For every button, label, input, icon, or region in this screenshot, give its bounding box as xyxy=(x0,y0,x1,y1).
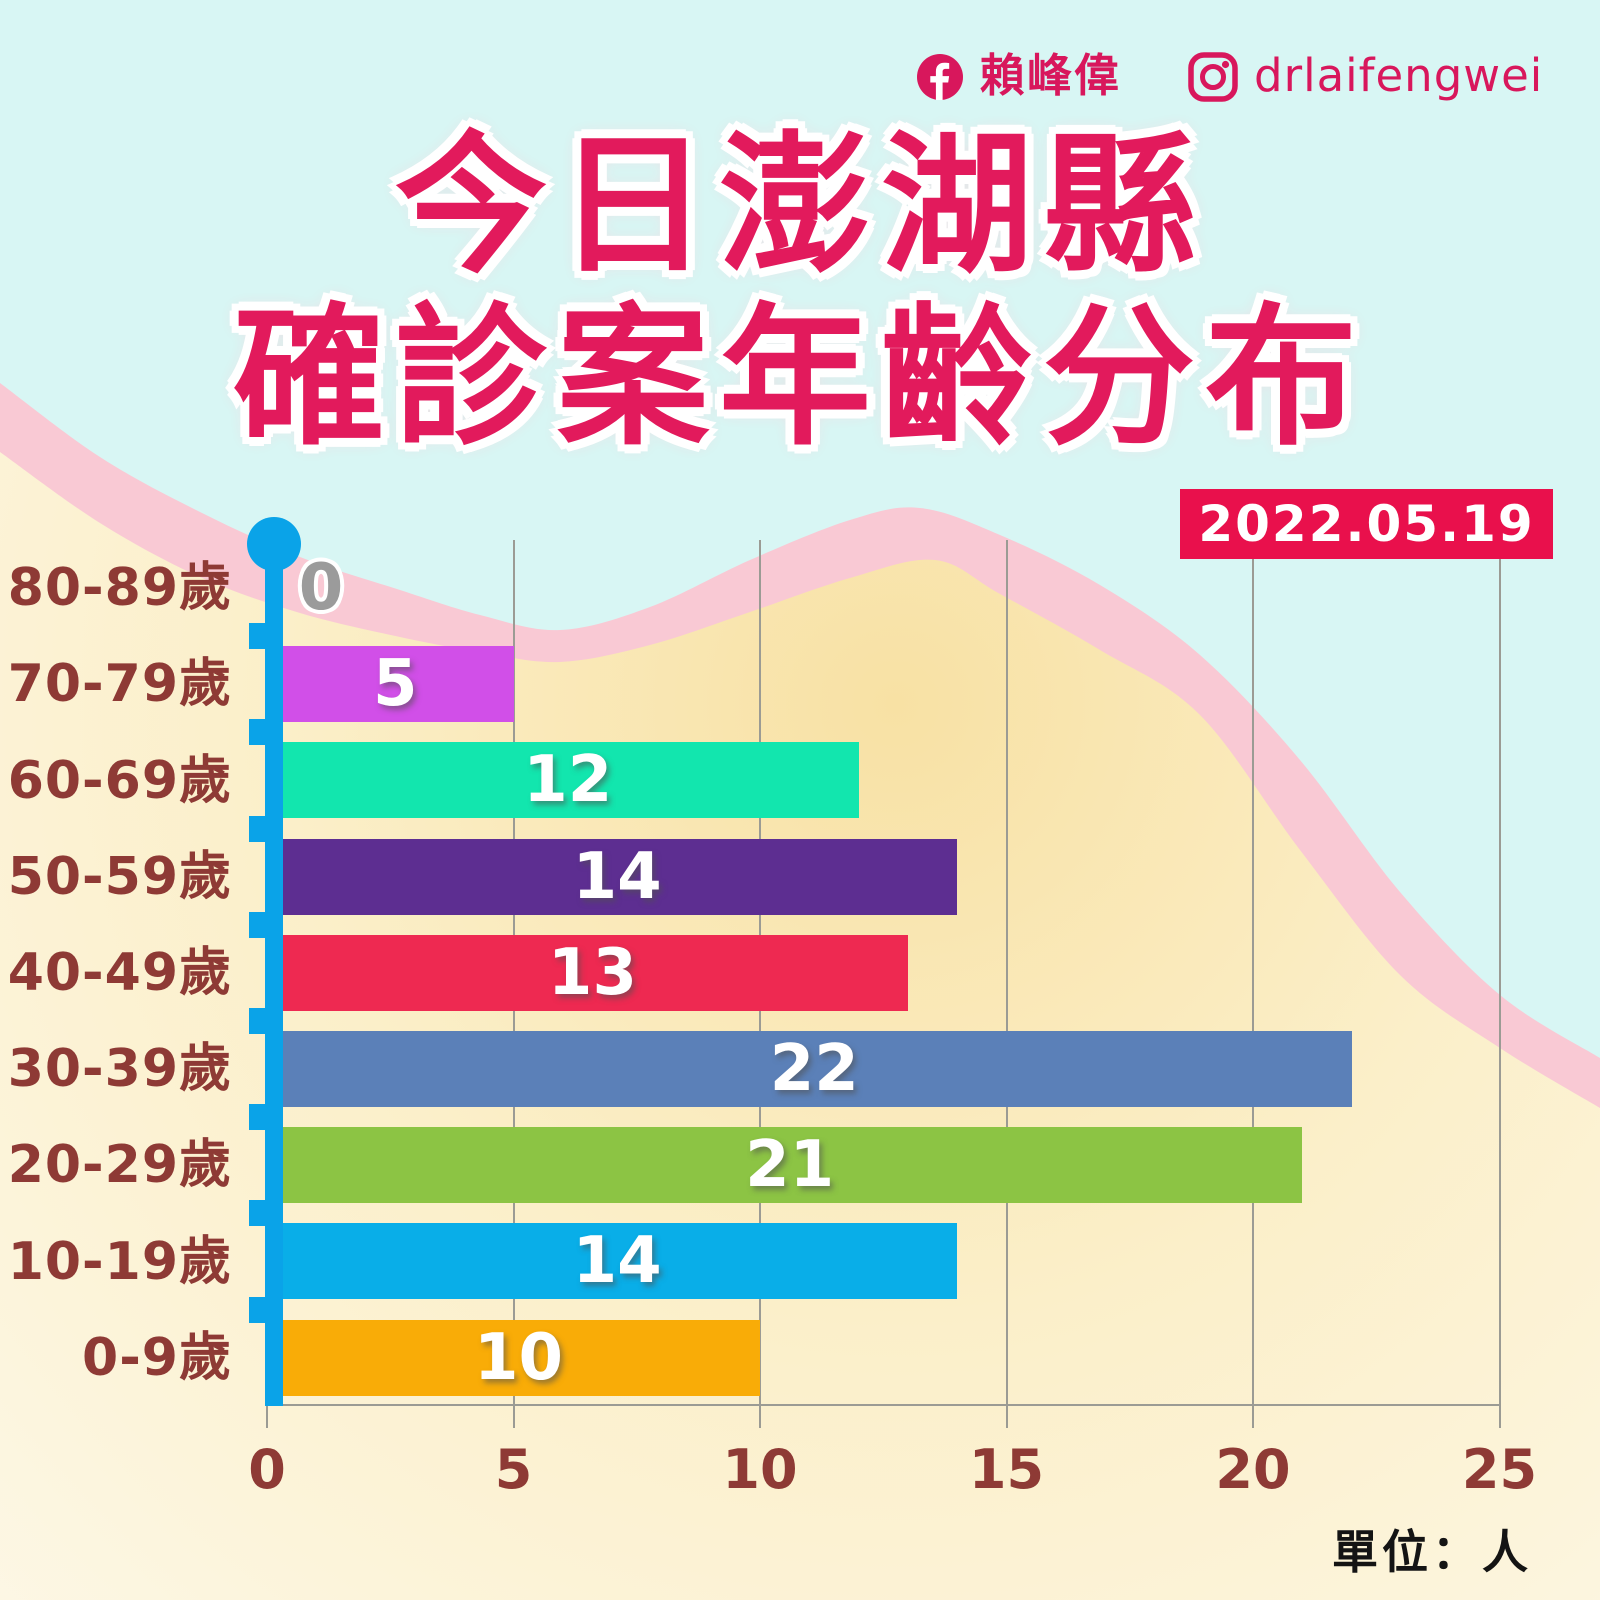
x-axis-tick-25 xyxy=(1498,1405,1501,1428)
y-axis-notch xyxy=(249,1008,266,1034)
bar-50-59歲 xyxy=(277,838,958,915)
x-axis-tick-0 xyxy=(266,1405,268,1428)
x-tick-label-20: 20 xyxy=(1215,1438,1291,1501)
x-tick-label-10: 10 xyxy=(722,1438,798,1501)
category-label-20-29歲: 20-29歲 xyxy=(7,1135,232,1196)
category-label-40-49歲: 40-49歲 xyxy=(7,942,232,1003)
y-axis-notch xyxy=(249,719,266,746)
bar-value-50-59歲: 14 xyxy=(572,839,662,914)
instagram-handle: drlaifengwei xyxy=(1254,49,1544,102)
category-label-80-89歲: 80-89歲 xyxy=(7,558,232,619)
y-axis-notch xyxy=(249,623,266,650)
bar-value-20-29歲: 21 xyxy=(745,1128,835,1203)
bar-value-40-49歲: 13 xyxy=(547,935,637,1010)
x-axis-tick-10 xyxy=(759,1405,761,1428)
instagram-icon xyxy=(1188,52,1238,102)
x-axis-tick-5 xyxy=(512,1405,515,1428)
bar-value-0-9歲: 10 xyxy=(473,1320,564,1395)
facebook-handle: 賴峰偉 xyxy=(980,49,1122,102)
x-tick-label-25: 25 xyxy=(1461,1438,1538,1501)
poster-title: 今日澎湖縣 確診案年齡分布 xyxy=(0,120,1600,464)
x-axis-baseline xyxy=(267,1403,1500,1406)
y-axis-notch xyxy=(249,1296,266,1323)
gridline-20 xyxy=(1252,540,1254,1406)
unit-label: 單位：人 xyxy=(1332,1525,1532,1579)
gridline-25 xyxy=(1498,540,1501,1406)
bar-70-79歲 xyxy=(277,646,514,723)
x-axis-tick-20 xyxy=(1252,1405,1254,1428)
y-axis-cap-circle xyxy=(247,517,301,571)
y-axis-notch xyxy=(249,911,266,938)
facebook-icon xyxy=(917,54,963,100)
title-line-2: 確診案年齡分布 xyxy=(233,289,1367,466)
bar-30-39歲 xyxy=(277,1031,1352,1107)
bar-value-10-19歲: 14 xyxy=(572,1224,662,1299)
bar-value-30-39歲: 22 xyxy=(769,1032,859,1106)
x-tick-label-0: 0 xyxy=(248,1438,286,1501)
y-axis-line xyxy=(265,540,283,1406)
bar-value-70-79歲: 5 xyxy=(372,647,418,722)
x-axis-tick-15 xyxy=(1005,1405,1008,1428)
category-label-10-19歲: 10-19歲 xyxy=(7,1231,232,1292)
bar-20-29歲 xyxy=(277,1127,1303,1204)
date-badge: 2022.05.19 xyxy=(1180,489,1553,559)
bar-10-19歲 xyxy=(277,1223,958,1300)
category-label-50-59歲: 50-59歲 xyxy=(7,846,232,907)
x-tick-label-15: 15 xyxy=(968,1438,1045,1501)
gridline-15 xyxy=(1005,540,1008,1406)
bar-value-80-89歲: 0 xyxy=(298,551,344,625)
title-line-1: 今日澎湖縣 xyxy=(395,117,1205,294)
bar-value-60-69歲: 12 xyxy=(523,743,613,818)
x-tick-label-5: 5 xyxy=(494,1438,533,1501)
bar-0-9歲 xyxy=(277,1319,760,1396)
y-axis-notch xyxy=(249,1200,266,1227)
category-label-70-79歲: 70-79歲 xyxy=(7,654,232,715)
y-axis-notch xyxy=(249,1104,266,1131)
y-axis-notch xyxy=(249,815,266,842)
category-label-30-39歲: 30-39歲 xyxy=(7,1039,232,1100)
category-label-0-9歲: 0-9歲 xyxy=(82,1327,232,1388)
bar-40-49歲 xyxy=(277,934,908,1011)
cyan-wave xyxy=(0,0,1600,1058)
category-label-60-69歲: 60-69歲 xyxy=(7,750,232,811)
bar-60-69歲 xyxy=(277,742,859,819)
